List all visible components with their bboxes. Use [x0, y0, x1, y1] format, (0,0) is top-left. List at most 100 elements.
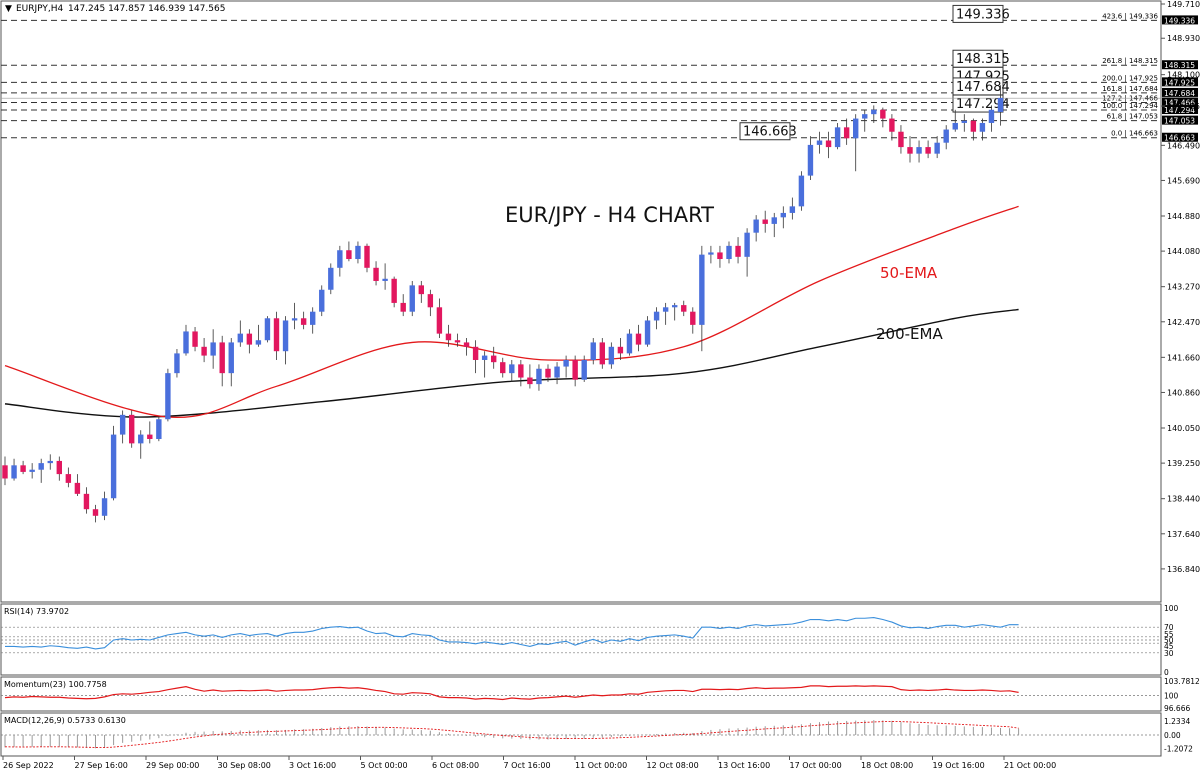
- candle: [273, 311, 280, 360]
- candle: [735, 237, 741, 264]
- candlesticks: [2, 85, 1004, 523]
- price-tick-label: 142.470: [1167, 318, 1200, 327]
- candle: [20, 460, 26, 475]
- bear-candle-body: [907, 147, 913, 154]
- price-tick-label: 143.270: [1167, 283, 1200, 292]
- candle: [988, 105, 995, 132]
- time-tick-label: 5 Oct 00:00: [361, 761, 408, 770]
- bear-candle-body: [273, 318, 280, 352]
- candle: [590, 338, 596, 365]
- candle: [355, 241, 361, 264]
- candle: [880, 107, 886, 128]
- ema200-label: 200-EMA: [876, 325, 943, 343]
- candle: [554, 362, 560, 385]
- time-tick-label: 30 Sep 08:00: [218, 761, 271, 770]
- rsi-tick-label: 0: [1164, 668, 1169, 677]
- candle: [545, 364, 551, 382]
- candle: [38, 458, 44, 483]
- candle: [364, 243, 370, 273]
- candle: [626, 329, 633, 356]
- bear-candle-body: [92, 509, 99, 516]
- level-price-tag-text: 148.315: [1164, 61, 1195, 70]
- price-tick-label: 147.385: [1167, 102, 1200, 111]
- candle: [699, 245, 705, 352]
- momentum-tick-label: 103.7812: [1164, 677, 1200, 686]
- bull-candle-body: [934, 142, 940, 154]
- bear-candle-body: [970, 120, 977, 132]
- bull-candle-body: [997, 97, 1004, 112]
- bull-candle-body: [337, 250, 343, 268]
- candle: [192, 327, 198, 352]
- bull-candle-body: [590, 342, 596, 360]
- candle: [617, 338, 624, 360]
- candle: [744, 228, 750, 277]
- candle: [717, 245, 723, 268]
- candle: [825, 131, 832, 159]
- candle: [409, 280, 415, 317]
- level-price-tag: [1162, 105, 1198, 115]
- candle: [74, 474, 81, 497]
- bear-candle-body: [192, 331, 198, 347]
- bull-candle-body: [509, 364, 515, 374]
- price-tick-label: 141.660: [1167, 353, 1200, 362]
- price-tick-label: 146.490: [1167, 141, 1200, 150]
- bull-candle-body: [807, 144, 814, 176]
- bull-candle-body: [255, 340, 262, 345]
- macd-signal-line: [4, 721, 1019, 749]
- candle: [789, 197, 796, 220]
- bull-candle-body: [789, 206, 796, 213]
- momentum-tick-label: 100: [1164, 691, 1179, 700]
- candle: [400, 294, 406, 317]
- candle: [762, 210, 768, 233]
- time-tick-label: 6 Oct 08:00: [432, 761, 479, 770]
- level-box: [952, 4, 1004, 23]
- bull-candle-body: [310, 311, 316, 325]
- momentum-name: Momentum(23) 100.7758: [4, 680, 107, 689]
- header-arrow-icon[interactable]: ▼: [5, 4, 12, 14]
- bear-candle-body: [880, 109, 886, 119]
- candle: [156, 417, 162, 442]
- time-tick-label: 7 Oct 16:00: [504, 761, 551, 770]
- candle: [653, 307, 660, 330]
- ema50-line: [4, 205, 1019, 419]
- candle: [807, 136, 814, 181]
- level-price-tag: [1162, 15, 1198, 25]
- candle: [481, 351, 488, 378]
- candle: [961, 114, 967, 132]
- bear-candle-body: [898, 131, 904, 148]
- fib-level-label: 161.8 | 147.684: [1102, 85, 1158, 93]
- bull-candle-body: [834, 127, 841, 148]
- momentum-line: [4, 685, 1019, 701]
- bull-candle-body: [816, 140, 823, 145]
- rsi-line: [5, 617, 1019, 650]
- bull-candle-body: [563, 359, 569, 367]
- candle: [834, 122, 841, 150]
- candle: [581, 355, 587, 382]
- time-tick-label: 21 Oct 00:00: [1004, 761, 1056, 770]
- rsi-tick-label: 70: [1164, 623, 1174, 632]
- candle: [997, 85, 1004, 126]
- candle: [979, 118, 986, 141]
- candle: [509, 359, 515, 382]
- level-price-tag: [1162, 132, 1198, 142]
- price-tick-label: 140.050: [1167, 424, 1200, 433]
- ema50-label: 50-EMA: [880, 264, 938, 282]
- bull-candle-body: [47, 460, 53, 464]
- candle: [690, 307, 696, 334]
- bear-candle-body: [83, 493, 90, 510]
- bull-candle-body: [409, 285, 415, 312]
- price-tick-label: 148.930: [1167, 34, 1200, 43]
- bear-candle-body: [500, 362, 506, 374]
- candle: [246, 329, 253, 354]
- level-box-label: 146.663: [743, 125, 797, 140]
- bear-candle-body: [436, 307, 443, 334]
- macd-tick-label: 1.2334: [1164, 717, 1190, 726]
- candle: [445, 324, 452, 347]
- bull-candle-body: [988, 109, 995, 123]
- candle: [282, 316, 289, 365]
- bear-candle-body: [572, 359, 578, 380]
- rsi-panel-frame: [0, 603, 1162, 676]
- fib-level-label: 0.0 | 146.663: [1111, 130, 1158, 138]
- bull-candle-body: [979, 122, 986, 132]
